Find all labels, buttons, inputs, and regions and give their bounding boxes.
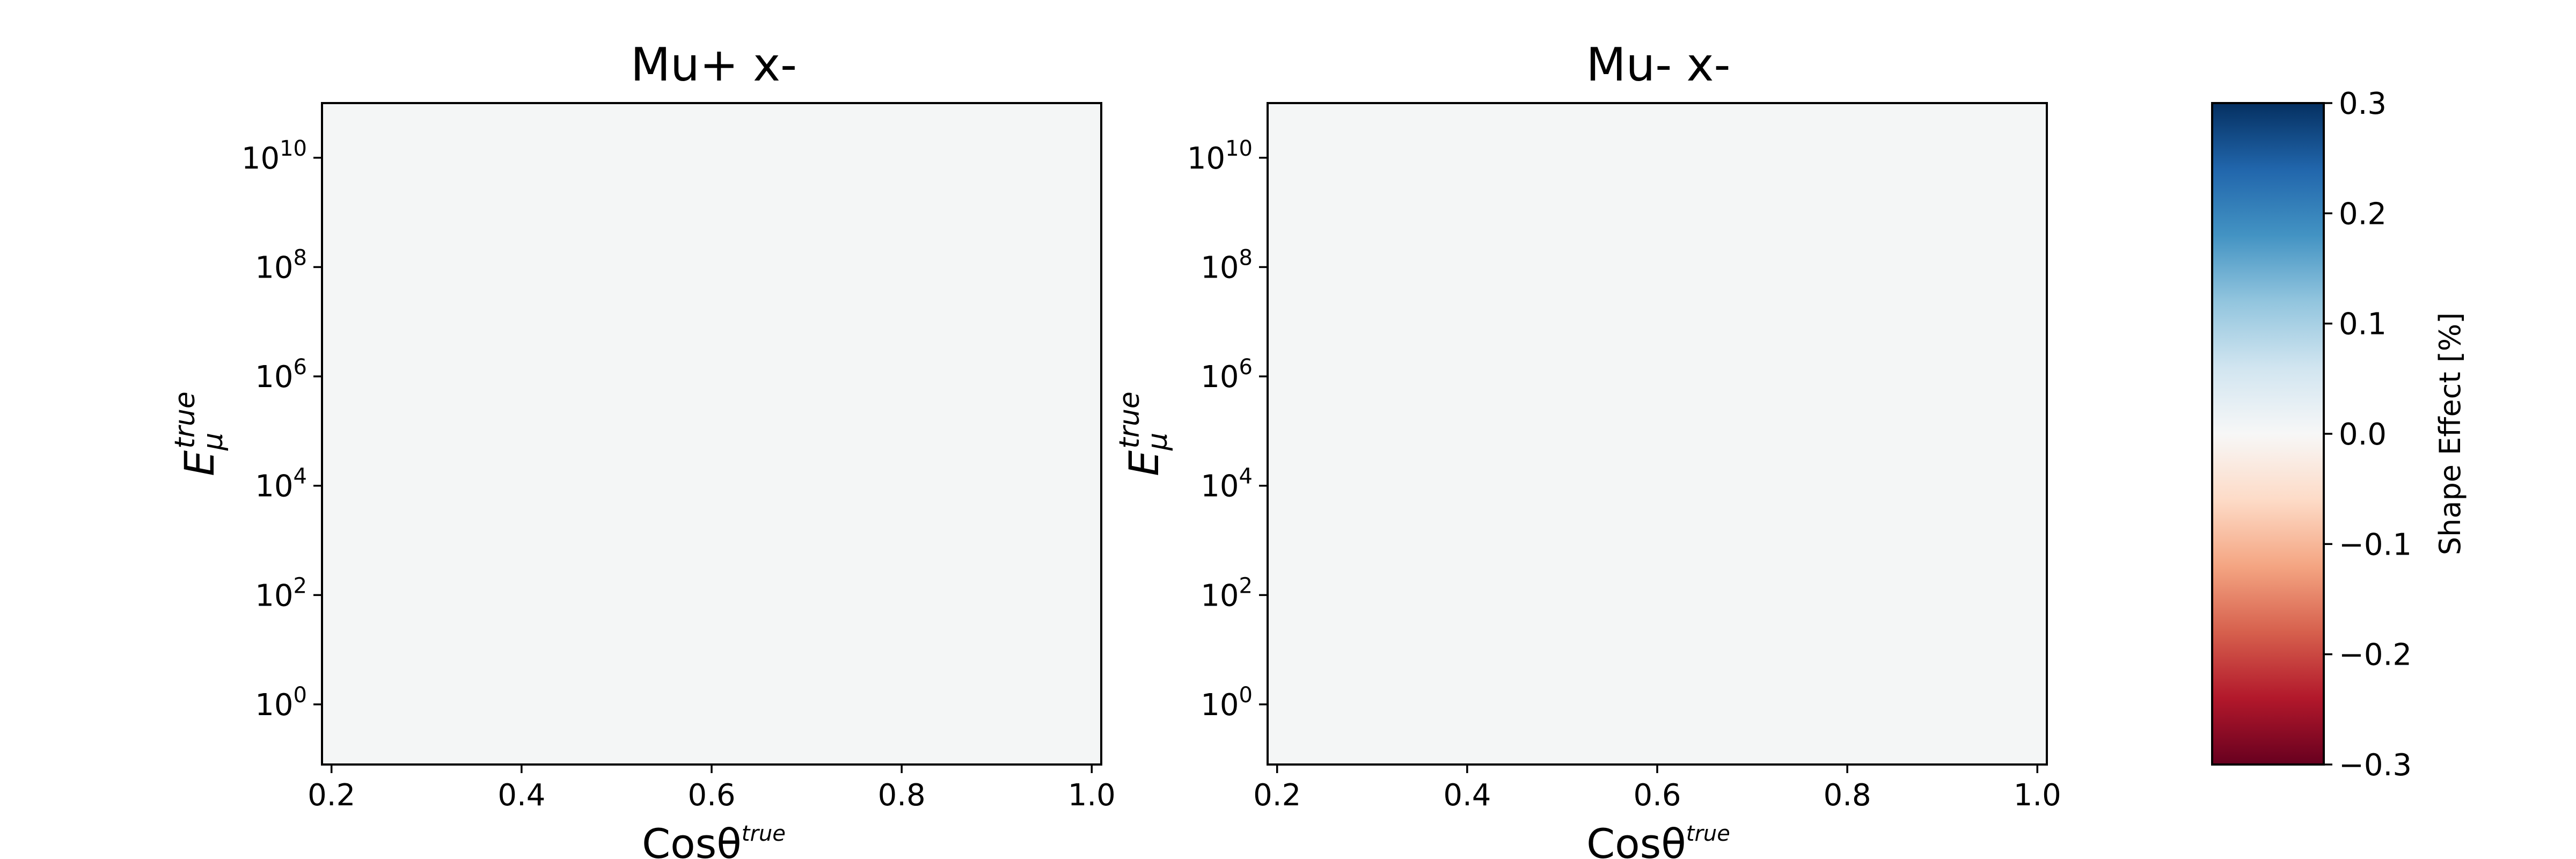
x-tick-label: 0.6 bbox=[687, 778, 735, 813]
y-tick-label: 102 bbox=[1201, 573, 1253, 613]
colorbar-tick-label: −0.1 bbox=[2339, 527, 2412, 562]
x-tick-label: 0.6 bbox=[1633, 778, 1681, 813]
y-tick-label: 106 bbox=[1201, 355, 1253, 395]
colorbar-label: Shape Effect [%] bbox=[2433, 312, 2467, 555]
colorbar-tick-label: −0.2 bbox=[2339, 638, 2412, 673]
colorbar-ticks: 0.3 0.2 0.1 0.0 −0.1 −0.2 −0.3 bbox=[2324, 86, 2412, 783]
x-tick-label: 0.8 bbox=[878, 778, 926, 813]
y-tick-label: 100 bbox=[255, 683, 307, 723]
y-tick-label: 106 bbox=[255, 355, 307, 395]
y-tick-label: 104 bbox=[1201, 464, 1253, 504]
y-axis-label: Eμtrue bbox=[169, 391, 229, 476]
x-tick-label: 0.4 bbox=[1443, 778, 1491, 813]
x-tick-label: 0.8 bbox=[1824, 778, 1871, 813]
x-tick-label: 0.2 bbox=[1253, 778, 1301, 813]
x-axis-label: Cosθtrue bbox=[642, 820, 786, 859]
heatmap-panel-mu-plus: Mu+ x- 0.2 0.4 0.6 0.8 1.0 10101081061041021… bbox=[169, 38, 1116, 859]
y-tick-label: 104 bbox=[255, 464, 307, 504]
colorbar-tick-label: 0.0 bbox=[2339, 417, 2387, 452]
y-tick-label: 1010 bbox=[1187, 136, 1253, 176]
colorbar: 0.3 0.2 0.1 0.0 −0.1 −0.2 −0.3 Shape Effect [%… bbox=[2211, 86, 2467, 783]
colorbar-tick-label: 0.3 bbox=[2339, 86, 2387, 121]
x-axis-ticks: 0.2 0.4 0.6 0.8 1.0 bbox=[308, 765, 1116, 813]
x-tick-label: 1.0 bbox=[2014, 778, 2061, 813]
y-tick-label: 108 bbox=[1201, 245, 1253, 285]
x-tick-label: 0.2 bbox=[308, 778, 355, 813]
x-axis-label: Cosθtrue bbox=[1586, 820, 1730, 859]
y-tick-label: 108 bbox=[255, 245, 307, 285]
y-axis-label: Eμtrue bbox=[1114, 391, 1174, 476]
y-axis-ticks: 1010 108 106 104 102 100 bbox=[1187, 136, 1268, 723]
heatmap-field bbox=[322, 103, 1101, 765]
heatmap-field bbox=[1268, 103, 2047, 765]
x-tick-label: 1.0 bbox=[1068, 778, 1116, 813]
x-tick-label: 0.4 bbox=[497, 778, 545, 813]
panel-title: Mu+ x- bbox=[631, 38, 797, 92]
y-tick-label: 1010 bbox=[241, 136, 307, 176]
y-tick-label: 102 bbox=[255, 573, 307, 613]
panel-title: Mu- x- bbox=[1586, 38, 1730, 92]
heatmap-panel-mu-minus: Mu- x- 0.2 0.4 0.6 0.8 1.0 10101081061041021… bbox=[1114, 38, 2061, 859]
colorbar-tick-label: −0.3 bbox=[2339, 748, 2412, 783]
colorbar-tick-label: 0.1 bbox=[2339, 307, 2387, 342]
colorbar-gradient bbox=[2212, 103, 2324, 765]
y-tick-label: 100 bbox=[1201, 683, 1253, 723]
colorbar-tick-label: 0.2 bbox=[2339, 196, 2387, 231]
x-axis-ticks: 0.2 0.4 0.6 0.8 1.0 bbox=[1253, 765, 2061, 813]
y-axis-ticks: 1010 108 106 104 102 100 bbox=[241, 136, 322, 723]
